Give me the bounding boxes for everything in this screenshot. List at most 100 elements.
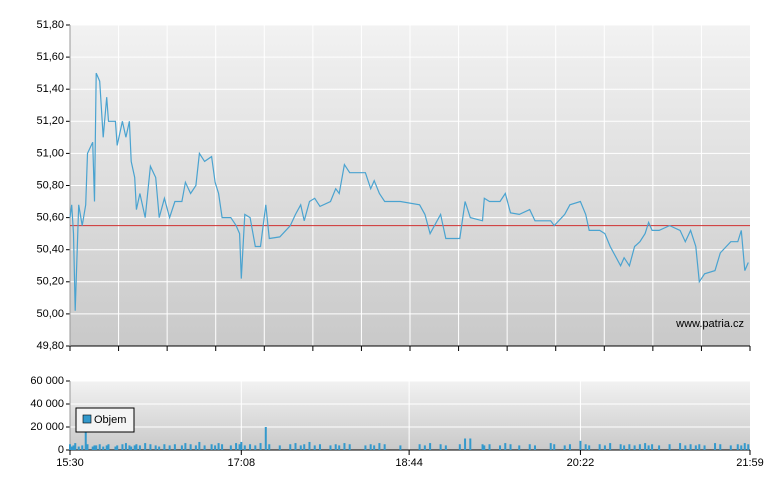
volume-bar xyxy=(504,443,507,450)
price-line xyxy=(69,72,749,311)
volume-bar xyxy=(668,444,671,450)
volume-bar xyxy=(743,443,746,450)
volume-bar xyxy=(198,441,201,450)
volume-bar xyxy=(588,445,591,450)
y-tick-label: 40 000 xyxy=(30,398,64,410)
volume-bar xyxy=(133,445,136,450)
volume-bar xyxy=(549,443,552,450)
x-tick-label: 18:44 xyxy=(395,457,423,469)
x-tick-label: 17:08 xyxy=(228,457,256,469)
legend-label: Objem xyxy=(94,414,126,426)
volume-bar xyxy=(399,445,402,450)
volume-bar xyxy=(84,424,87,450)
volume-bar xyxy=(619,444,622,450)
volume-bar xyxy=(464,438,467,450)
volume-bar xyxy=(102,446,105,450)
volume-bar xyxy=(689,444,692,450)
volume-bar xyxy=(338,445,341,450)
volume-bar xyxy=(235,443,238,450)
volume-bar xyxy=(229,445,232,450)
volume-bar xyxy=(144,443,147,450)
volume-bar xyxy=(563,445,566,450)
volume-bar xyxy=(130,446,133,450)
volume-bar xyxy=(334,444,337,450)
volume-bar xyxy=(168,445,171,450)
volume-bar xyxy=(124,443,127,450)
volume-bar xyxy=(499,445,502,450)
volume-bar xyxy=(638,444,641,450)
y-tick-label: 20 000 xyxy=(30,421,64,433)
volume-bar xyxy=(483,445,486,450)
volume-bar xyxy=(553,444,556,450)
x-tick-label: 15:30 xyxy=(56,457,84,469)
volume-bar xyxy=(348,444,351,450)
volume-bar xyxy=(95,445,98,450)
x-tick-label: 21:59 xyxy=(736,457,764,469)
volume-bar xyxy=(116,445,119,450)
y-tick-label: 50,60 xyxy=(36,212,64,224)
volume-bar xyxy=(107,444,110,450)
volume-bar xyxy=(373,445,376,450)
volume-bar xyxy=(747,444,750,450)
volume-bar xyxy=(518,445,521,450)
y-tick-label: 50,40 xyxy=(36,244,64,256)
volume-bar xyxy=(91,446,94,450)
volume-bar xyxy=(418,444,421,450)
volume-bar xyxy=(259,443,262,450)
volume-bar xyxy=(343,443,346,450)
volume-bar xyxy=(329,445,332,450)
volume-bar xyxy=(383,444,386,450)
legend-swatch xyxy=(82,414,92,424)
volume-bar xyxy=(105,445,108,450)
volume-bar xyxy=(533,445,536,450)
volume-bar xyxy=(568,444,571,450)
y-tick-label: 49,80 xyxy=(36,340,64,352)
volume-bar xyxy=(364,445,367,450)
volume-bar xyxy=(264,427,267,450)
volume-bar xyxy=(651,444,654,450)
volume-bar xyxy=(210,444,213,450)
volume-bar xyxy=(299,445,302,450)
volume-bar xyxy=(584,444,587,450)
volume-bar xyxy=(378,443,381,450)
volume-bar xyxy=(69,444,71,450)
volume-bar xyxy=(268,444,271,450)
volume-bar xyxy=(698,444,701,450)
volume-bar xyxy=(238,444,241,450)
volume-bar xyxy=(184,443,187,450)
y-tick-label: 50,00 xyxy=(36,308,64,320)
chart-layer: 49,80 50,00 50,20 50,40 50,60 50,80 51,00 51,20… xyxy=(30,19,763,469)
volume-bar xyxy=(72,445,75,450)
volume-bar xyxy=(623,445,626,450)
volume-bar xyxy=(135,444,138,450)
y-tick-label: 51,80 xyxy=(36,19,64,31)
x-tick-label: 20:22 xyxy=(567,457,595,469)
volume-bar xyxy=(86,444,89,450)
watermark: www.patria.cz xyxy=(675,318,744,330)
volume-bar xyxy=(736,444,739,450)
volume-bar xyxy=(98,444,101,450)
volume-bar xyxy=(303,444,306,450)
volume-bar xyxy=(609,443,612,450)
volume-bar xyxy=(719,444,722,450)
volume-bar xyxy=(579,440,582,450)
volume-bar xyxy=(509,444,512,450)
volume-bar xyxy=(194,445,197,450)
volume-bar xyxy=(81,445,84,450)
y-tick-label: 50,20 xyxy=(36,276,64,288)
volume-bar xyxy=(254,445,257,450)
volume-bar xyxy=(308,441,311,450)
volume-bar xyxy=(154,445,157,450)
y-tick-label: 50,80 xyxy=(36,179,64,191)
volume-bar xyxy=(703,445,706,450)
volume-bar xyxy=(189,444,192,450)
y-tick-label: 51,00 xyxy=(36,147,64,159)
volume-bar xyxy=(729,445,732,450)
volume-bar xyxy=(173,444,176,450)
volume-bar xyxy=(318,444,321,450)
volume-bar xyxy=(694,445,697,450)
volume-bar xyxy=(74,443,77,450)
volume-bar xyxy=(243,445,246,450)
volume-bar xyxy=(114,446,117,450)
